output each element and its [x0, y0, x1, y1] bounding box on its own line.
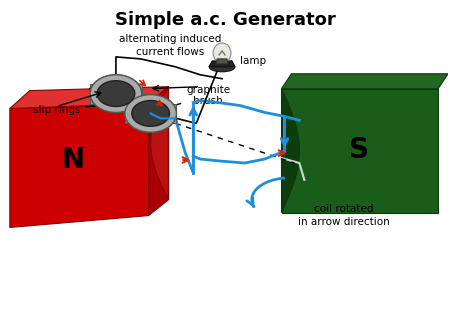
Ellipse shape	[132, 101, 170, 126]
Polygon shape	[151, 87, 168, 200]
Text: lamp: lamp	[240, 56, 266, 66]
Ellipse shape	[97, 81, 135, 107]
Polygon shape	[282, 89, 438, 213]
Text: coil rotated
in arrow direction: coil rotated in arrow direction	[298, 204, 390, 227]
Text: alternating induced
current flows: alternating induced current flows	[119, 34, 222, 57]
Polygon shape	[10, 87, 168, 109]
Polygon shape	[282, 89, 299, 213]
Polygon shape	[148, 87, 168, 215]
Polygon shape	[216, 59, 228, 64]
Ellipse shape	[97, 81, 135, 107]
Text: S: S	[349, 136, 369, 164]
Polygon shape	[125, 104, 176, 123]
Text: Simple a.c. Generator: Simple a.c. Generator	[115, 11, 335, 29]
Ellipse shape	[213, 43, 231, 63]
Polygon shape	[209, 61, 235, 67]
Polygon shape	[90, 84, 142, 104]
Text: slip rings: slip rings	[33, 99, 136, 115]
Ellipse shape	[125, 94, 176, 132]
Ellipse shape	[90, 75, 142, 113]
Ellipse shape	[132, 101, 170, 126]
Text: N: N	[62, 146, 85, 174]
Polygon shape	[282, 74, 448, 89]
Text: graphite
brush: graphite brush	[168, 85, 230, 108]
Ellipse shape	[125, 94, 176, 132]
Ellipse shape	[209, 62, 235, 72]
Polygon shape	[10, 104, 148, 227]
Ellipse shape	[90, 75, 142, 113]
